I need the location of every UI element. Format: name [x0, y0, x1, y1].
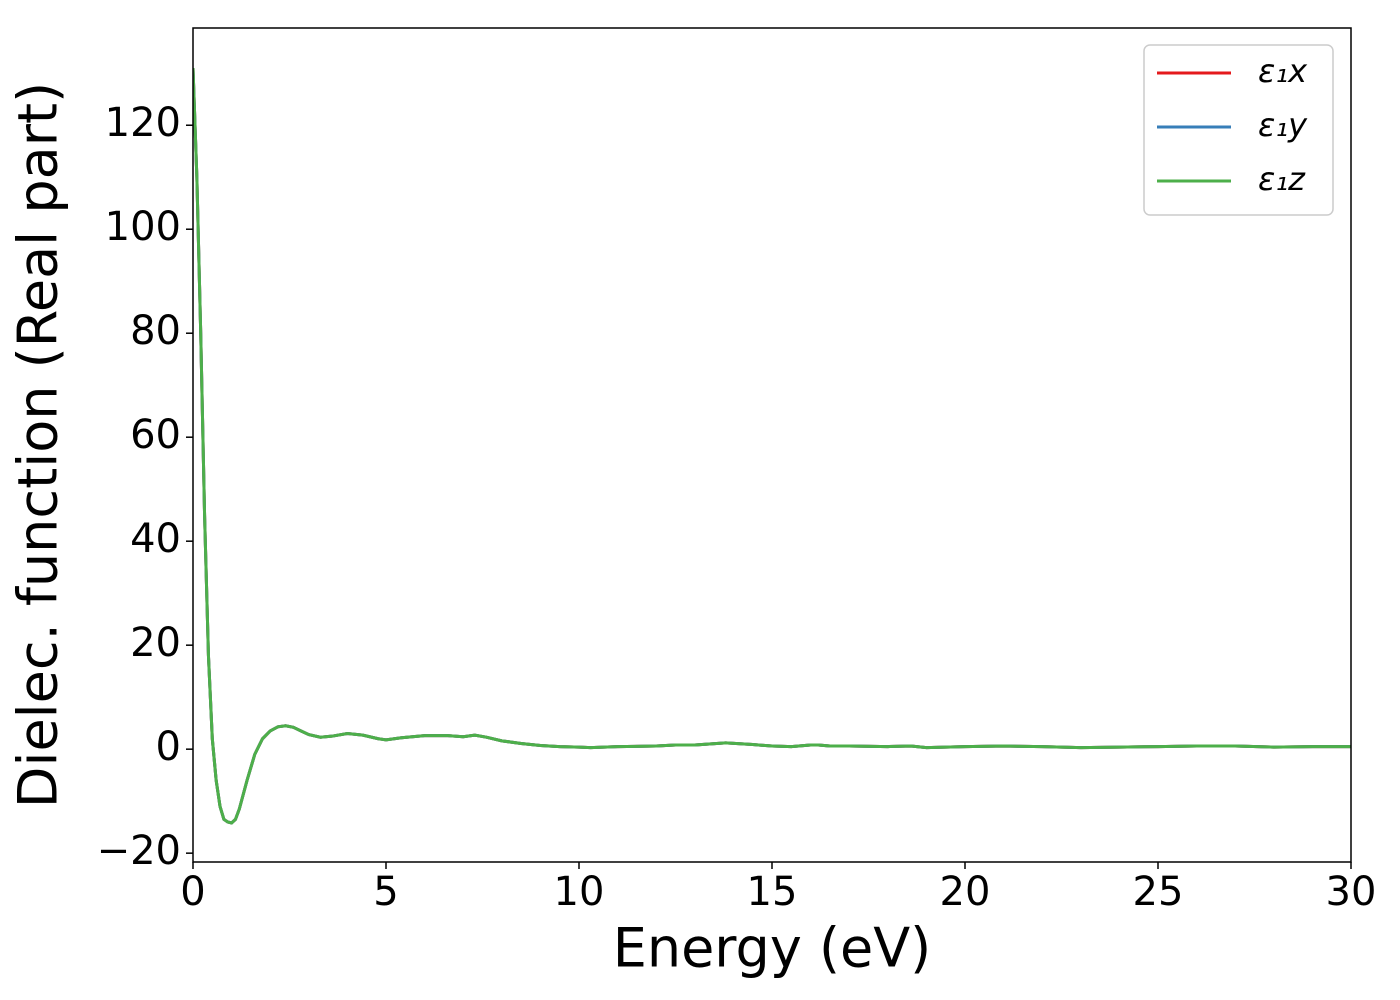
y-tick-label: 40 — [130, 516, 181, 562]
y-tick-label: 0 — [156, 724, 181, 770]
y-tick-label: 60 — [130, 412, 181, 458]
x-axis-label: Energy (eV) — [613, 917, 932, 980]
x-tick-label: 30 — [1326, 869, 1377, 915]
x-tick-label: 0 — [180, 869, 205, 915]
y-tick-label: 80 — [130, 308, 181, 354]
y-tick-label: 120 — [105, 100, 181, 146]
legend-box — [1143, 44, 1334, 216]
y-axis-label: Dielec. function (Real part) — [7, 82, 70, 808]
legend-label: ε₁x — [1258, 52, 1308, 90]
plot-frame — [192, 27, 1352, 863]
x-tick-label: 20 — [940, 869, 991, 915]
x-tick-label: 10 — [554, 869, 605, 915]
y-tick-label: 100 — [105, 204, 181, 250]
legend-label: ε₁z — [1258, 160, 1306, 198]
x-tick-label: 15 — [747, 869, 798, 915]
y-tick-label: −20 — [97, 828, 181, 874]
y-tick-label: 20 — [130, 620, 181, 666]
data-line — [193, 67, 1351, 825]
legend-label: ε₁y — [1258, 106, 1308, 144]
x-tick-label: 25 — [1133, 869, 1184, 915]
x-tick-label: 5 — [373, 869, 398, 915]
